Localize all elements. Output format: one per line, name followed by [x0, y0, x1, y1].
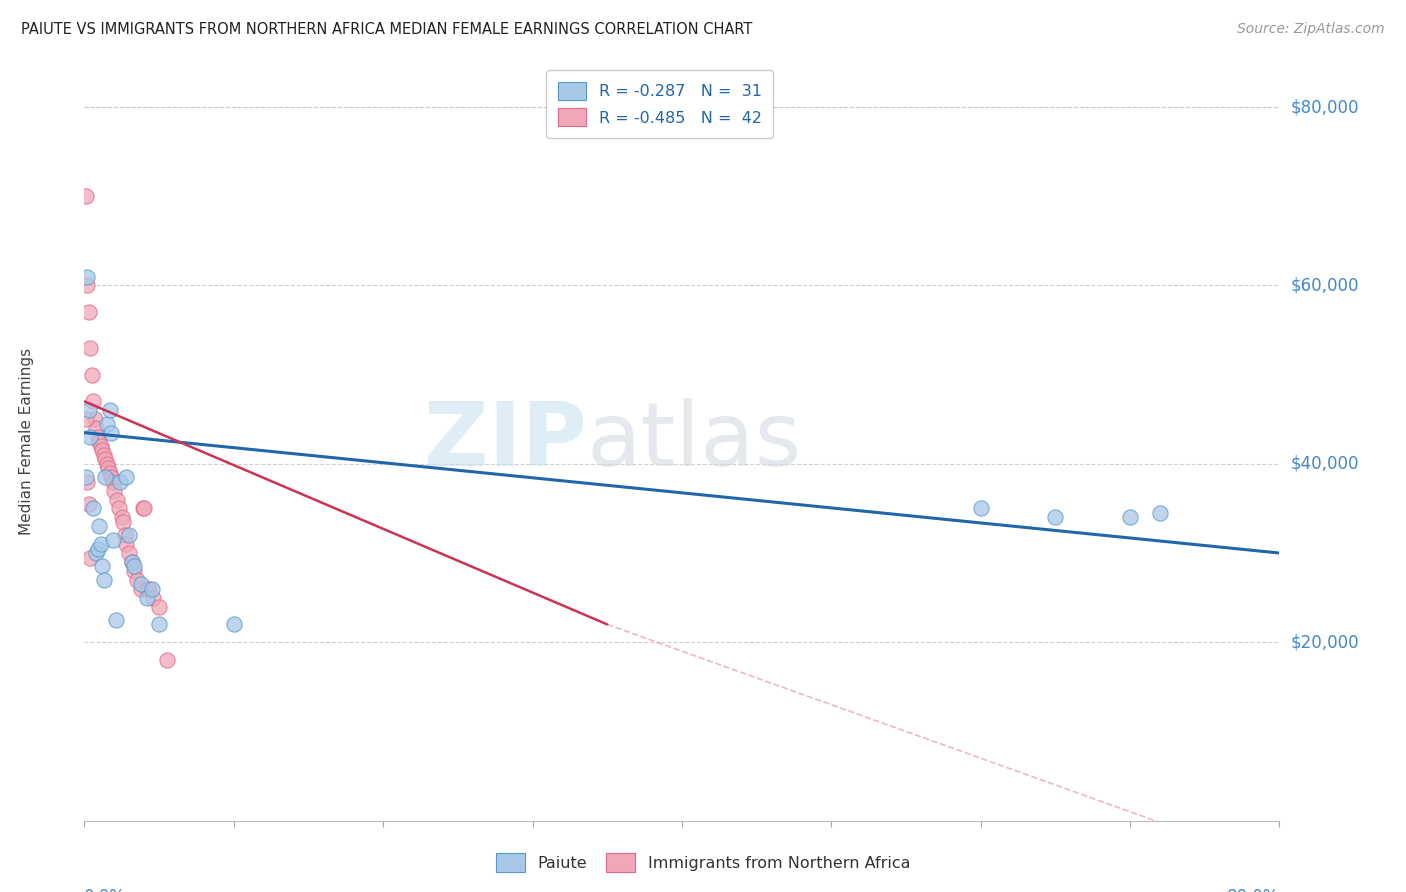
Point: [155, 653, 177, 667]
Point: [112, 515, 135, 529]
Point: [136, 582, 159, 596]
Point: [89, 519, 111, 533]
Point: [122, 564, 145, 578]
Point: [115, 537, 138, 551]
Legend: R = -0.287   N =  31, R = -0.485   N =  42: R = -0.287 N = 31, R = -0.485 N = 42: [547, 70, 773, 137]
Point: [101, 475, 124, 489]
Point: [98, 466, 121, 480]
Text: $80,000: $80,000: [1291, 98, 1360, 116]
Text: 0.0%: 0.0%: [84, 888, 127, 892]
Point: [75, 189, 97, 203]
Point: [100, 470, 122, 484]
Point: [148, 599, 170, 614]
Text: Source: ZipAtlas.com: Source: ZipAtlas.com: [1237, 22, 1385, 37]
Point: [970, 501, 993, 516]
Point: [105, 492, 128, 507]
Point: [148, 617, 170, 632]
Point: [96, 417, 118, 431]
Point: [89, 434, 111, 449]
Legend: Paiute, Immigrants from Northern Africa: Paiute, Immigrants from Northern Africa: [488, 845, 918, 880]
Point: [115, 470, 138, 484]
Point: [75, 470, 97, 484]
Point: [122, 559, 145, 574]
Point: [101, 533, 124, 547]
Point: [110, 475, 132, 489]
Point: [107, 501, 129, 516]
Point: [125, 573, 148, 587]
Point: [103, 483, 125, 498]
Point: [142, 591, 165, 605]
Text: $40,000: $40,000: [1291, 455, 1360, 473]
Text: Median Female Earnings: Median Female Earnings: [20, 348, 35, 535]
Text: ZIP: ZIP: [423, 398, 586, 485]
Text: $20,000: $20,000: [1291, 633, 1360, 651]
Point: [97, 461, 120, 475]
Point: [91, 559, 114, 574]
Point: [100, 425, 122, 440]
Point: [136, 591, 159, 605]
Point: [87, 541, 110, 556]
Point: [93, 573, 115, 587]
Point: [121, 555, 143, 569]
Point: [129, 582, 152, 596]
Point: [86, 546, 108, 560]
Point: [129, 577, 152, 591]
Point: [93, 448, 115, 462]
Point: [90, 537, 112, 551]
Text: 80.0%: 80.0%: [1227, 888, 1279, 892]
Point: [121, 555, 143, 569]
Point: [222, 617, 245, 632]
Point: [111, 510, 134, 524]
Point: [77, 403, 100, 417]
Point: [104, 613, 127, 627]
Point: [141, 582, 163, 596]
Text: $60,000: $60,000: [1291, 277, 1360, 294]
Point: [90, 439, 112, 453]
Point: [79, 550, 101, 565]
Point: [87, 430, 110, 444]
Point: [94, 470, 117, 484]
Point: [82, 501, 104, 516]
Point: [132, 501, 156, 516]
Point: [77, 497, 100, 511]
Point: [77, 305, 100, 319]
Point: [91, 443, 114, 458]
Point: [75, 412, 97, 426]
Text: PAIUTE VS IMMIGRANTS FROM NORTHERN AFRICA MEDIAN FEMALE EARNINGS CORRELATION CHA: PAIUTE VS IMMIGRANTS FROM NORTHERN AFRIC…: [21, 22, 752, 37]
Point: [76, 269, 98, 284]
Point: [80, 368, 103, 382]
Text: atlas: atlas: [586, 398, 801, 485]
Point: [86, 421, 108, 435]
Point: [114, 528, 136, 542]
Point: [79, 430, 101, 444]
Point: [1119, 510, 1142, 524]
Point: [83, 412, 105, 426]
Point: [82, 394, 104, 409]
Point: [118, 528, 141, 542]
Point: [94, 452, 117, 467]
Point: [76, 278, 98, 293]
Point: [79, 341, 101, 355]
Point: [138, 582, 160, 596]
Point: [131, 501, 153, 516]
Point: [96, 457, 118, 471]
Point: [76, 475, 98, 489]
Point: [118, 546, 141, 560]
Point: [1045, 510, 1067, 524]
Point: [1149, 506, 1171, 520]
Point: [98, 403, 121, 417]
